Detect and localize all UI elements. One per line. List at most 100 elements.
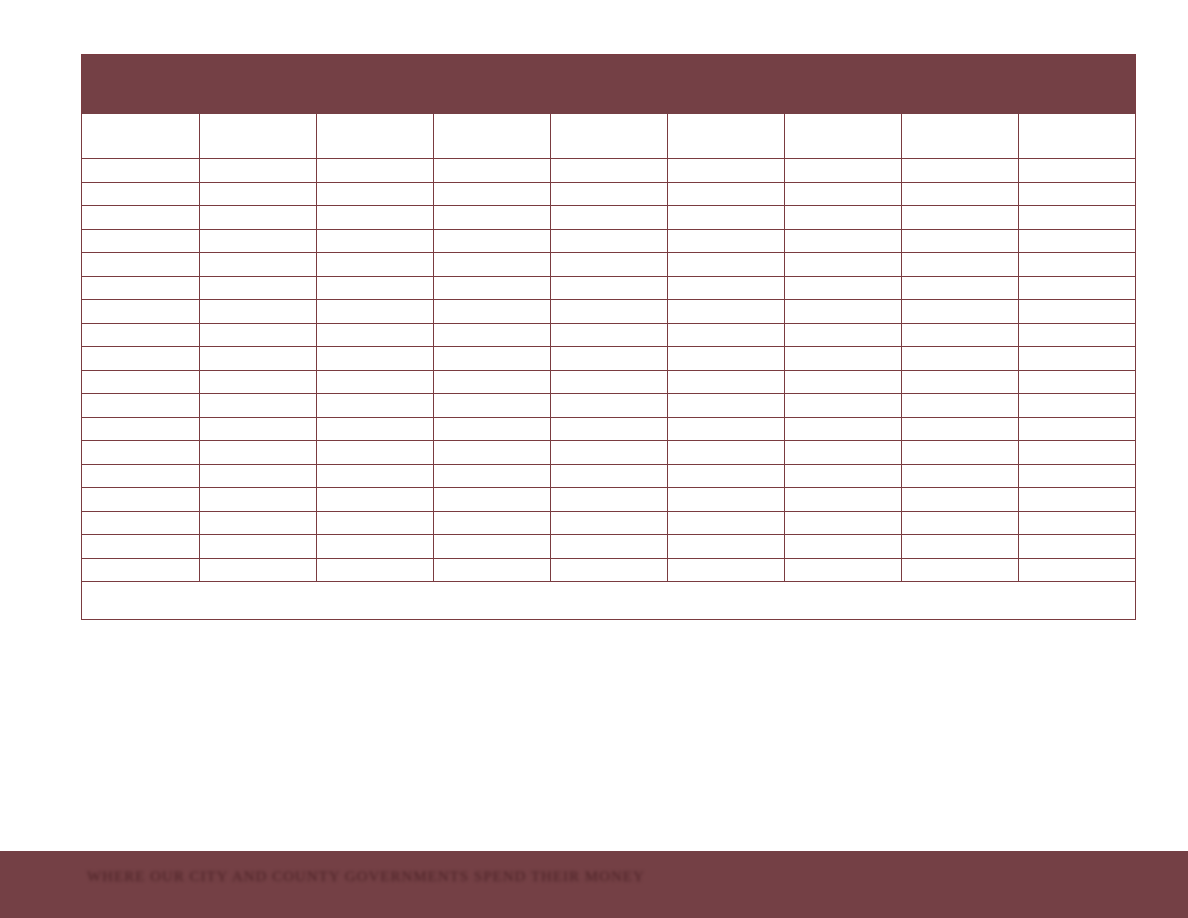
table-cell: [666, 228, 785, 253]
table-cell: [1017, 252, 1135, 277]
table-header: [82, 114, 1135, 159]
table-cell: [432, 252, 551, 277]
table-cell: [198, 346, 317, 371]
table-cell: [432, 416, 551, 441]
table-cell: [1017, 416, 1135, 441]
column-header: [82, 114, 200, 159]
table-cell: [549, 158, 668, 183]
table-cell: [1017, 299, 1135, 324]
table-cell: [82, 534, 200, 559]
table-cell: [1017, 346, 1135, 371]
table-cell: [1017, 181, 1135, 206]
table-cell: [315, 346, 434, 371]
table-cell: [82, 557, 200, 582]
table-cell: [198, 487, 317, 512]
table-cell: [315, 393, 434, 418]
table-title-bar: [82, 55, 1135, 114]
table-cell: [549, 181, 668, 206]
table-row: [82, 346, 1135, 371]
table-row: [82, 393, 1135, 418]
table-cell: [1017, 393, 1135, 418]
table-row: [82, 299, 1135, 324]
column-header: [900, 114, 1019, 159]
table-cell: [82, 510, 200, 535]
table-cell: [432, 346, 551, 371]
table-cell: [1017, 228, 1135, 253]
table-cell: [666, 393, 785, 418]
table-cell: [198, 299, 317, 324]
table-cell: [783, 158, 902, 183]
table-cell: [666, 463, 785, 488]
table-row: [82, 228, 1135, 253]
table-cell: [1017, 463, 1135, 488]
table-row: [82, 416, 1135, 441]
table-cell: [666, 416, 785, 441]
table-row: [82, 181, 1135, 206]
table-cell: [549, 557, 668, 582]
table-cell: [432, 369, 551, 394]
table-row: [82, 557, 1135, 582]
table-cell: [315, 228, 434, 253]
table-cell: [432, 275, 551, 300]
column-header: [315, 114, 434, 159]
table-cell: [198, 557, 317, 582]
footer-band: WHERE OUR CITY AND COUNTY GOVERNMENTS SP…: [0, 851, 1188, 918]
table-row: [82, 369, 1135, 394]
table-cell: [549, 252, 668, 277]
table-cell: [783, 181, 902, 206]
table-cell: [432, 181, 551, 206]
table-cell: [549, 299, 668, 324]
table-cell: [432, 510, 551, 535]
table-cell: [783, 487, 902, 512]
table-cell: [82, 299, 200, 324]
table-cell: [900, 275, 1019, 300]
table-cell: [198, 416, 317, 441]
table-cell: [900, 252, 1019, 277]
table-cell: [666, 252, 785, 277]
table-footer: [82, 581, 1135, 601]
table-cell: [198, 228, 317, 253]
table-cell: [1017, 440, 1135, 465]
table-cell: [783, 510, 902, 535]
table-row: [82, 440, 1135, 465]
table-cell: [783, 534, 902, 559]
table-cell: [783, 393, 902, 418]
table-cell: [900, 181, 1019, 206]
table-cell: [783, 416, 902, 441]
table-cell: [900, 369, 1019, 394]
table-cell: [315, 158, 434, 183]
table-cell: [666, 275, 785, 300]
table-cell: [900, 463, 1019, 488]
table-cell: [783, 275, 902, 300]
table-cell: [198, 510, 317, 535]
table-cell: [549, 534, 668, 559]
table-cell: [315, 463, 434, 488]
table-cell: [900, 228, 1019, 253]
table-cell: [549, 346, 668, 371]
table-cell: [783, 252, 902, 277]
table-cell: [900, 440, 1019, 465]
table-cell: [82, 440, 200, 465]
column-header: [549, 114, 668, 159]
table-row: [82, 534, 1135, 559]
table-cell: [82, 369, 200, 394]
table-cell: [666, 440, 785, 465]
table-cell: [783, 322, 902, 347]
table-cell: [900, 158, 1019, 183]
table-cell: [666, 534, 785, 559]
table-cell: [549, 416, 668, 441]
table-cell: [549, 369, 668, 394]
table-cell: [315, 369, 434, 394]
table-cell: [549, 393, 668, 418]
table-cell: [315, 440, 434, 465]
table-cell: [900, 416, 1019, 441]
table-cell: [315, 181, 434, 206]
footer-text: WHERE OUR CITY AND COUNTY GOVERNMENTS SP…: [87, 869, 645, 885]
table-cell: [315, 510, 434, 535]
table-row: [82, 322, 1135, 347]
table-cell: [198, 252, 317, 277]
table-cell: [666, 557, 785, 582]
table-cell: [666, 158, 785, 183]
table-cell: [198, 440, 317, 465]
table-cell: [198, 393, 317, 418]
